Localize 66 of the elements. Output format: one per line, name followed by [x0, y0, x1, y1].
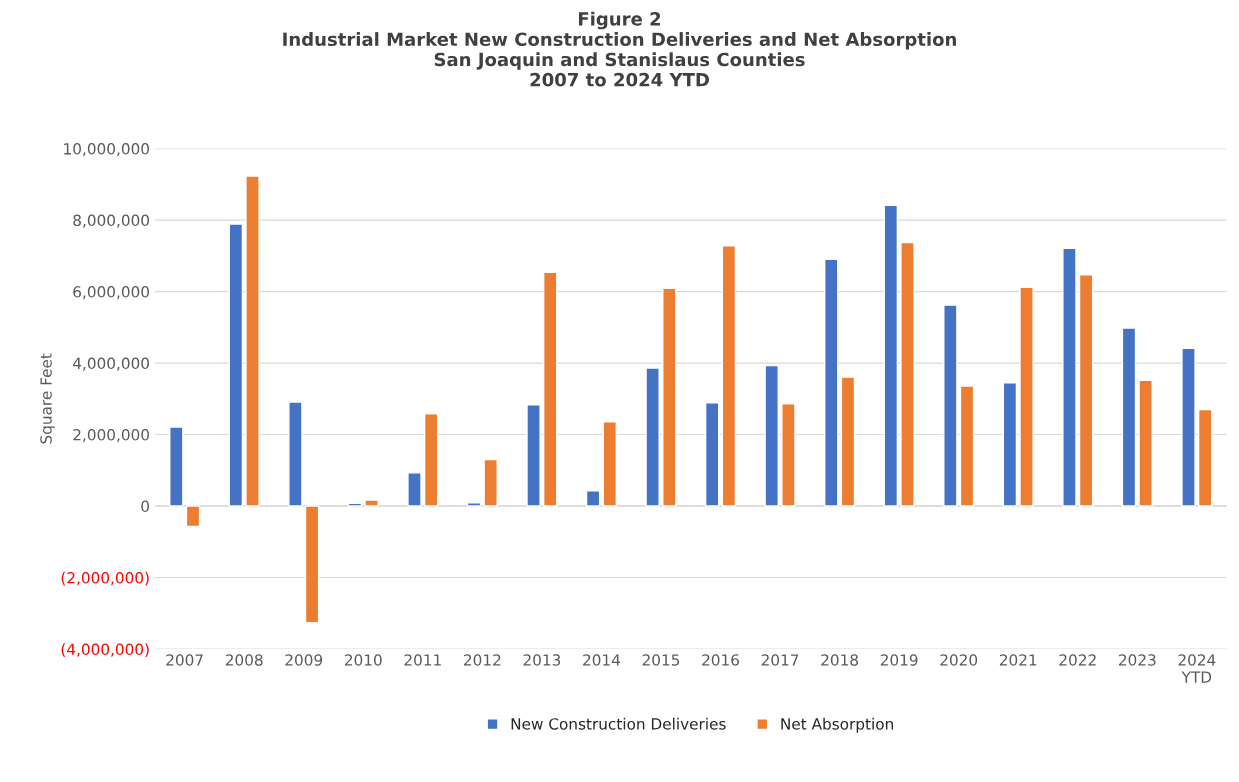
y-tick-label: 2,000,000 [73, 429, 149, 443]
bar [466, 502, 482, 507]
x-tick-label: 2015 [642, 654, 680, 666]
x-tick-label: 2023 [1118, 654, 1156, 666]
x-tick-label: 2012 [464, 654, 501, 666]
x-tick-label: 2009 [285, 654, 323, 666]
bar [1002, 382, 1018, 507]
bar [662, 287, 677, 507]
x-tick-label: 2024 YTD [1178, 654, 1216, 683]
y-tick-label: 8,000,000 [73, 214, 149, 228]
bar [1121, 327, 1137, 507]
y-tick-label: 4,000,000 [73, 357, 149, 371]
bar [288, 401, 303, 507]
chart-title: Figure 2 Industrial Market New Construction Deliveries and Net Absorption San Joaquin and Stanislaus Counties 2007 to 2024 YTD [283, 11, 956, 87]
bar [1181, 347, 1196, 507]
bar [704, 402, 720, 507]
x-tick-label: 2020 [940, 654, 978, 666]
bar [645, 367, 660, 507]
bar [185, 505, 201, 528]
y-tick-label: (4,000,000) [61, 643, 149, 657]
bar [1062, 247, 1077, 507]
bar [169, 426, 184, 507]
bar [1019, 286, 1034, 507]
bar [824, 258, 839, 507]
y-tick-label: 6,000,000 [73, 286, 149, 300]
y-tick-label: (2,000,000) [61, 571, 149, 586]
bar [245, 175, 260, 507]
bar [585, 489, 601, 507]
bar [721, 245, 737, 507]
x-tick-label: 2021 [999, 654, 1037, 666]
bar [304, 505, 320, 624]
bar [364, 499, 379, 507]
bar [943, 304, 958, 507]
x-tick-label: 2011 [404, 654, 441, 666]
bar [1078, 274, 1094, 507]
x-tick-label: 2022 [1059, 654, 1096, 666]
x-tick-label: 2018 [821, 654, 858, 666]
bar [1197, 408, 1213, 507]
bar [840, 376, 856, 507]
bar [883, 204, 899, 507]
bar [483, 458, 498, 507]
y-tick-label: 0 [141, 500, 149, 513]
bar [1138, 379, 1153, 507]
bar [423, 413, 439, 507]
x-tick-label: 2013 [523, 654, 561, 666]
x-tick-label: 2014 [583, 654, 621, 666]
x-tick-label: 2010 [344, 654, 382, 666]
bar [959, 385, 975, 507]
legend-label: New Construction Deliveries [511, 717, 726, 730]
y-tick-label: 10,000,000 [64, 143, 149, 157]
y-axis-title: Square Feet [40, 353, 55, 444]
x-tick-label: 2017 [761, 654, 799, 666]
bar [347, 502, 363, 507]
x-tick-label: 2019 [880, 654, 918, 666]
bar [228, 223, 244, 507]
bar [781, 403, 796, 507]
bar [526, 404, 541, 507]
legend-label: Net Absorption [781, 717, 893, 733]
bar [764, 364, 779, 507]
bar [602, 421, 618, 507]
x-tick-label: 2007 [166, 654, 203, 666]
bar [542, 271, 558, 507]
bar [407, 472, 422, 507]
x-tick-label: 2016 [702, 654, 739, 666]
bar [900, 241, 915, 507]
x-tick-label: 2008 [225, 654, 263, 666]
